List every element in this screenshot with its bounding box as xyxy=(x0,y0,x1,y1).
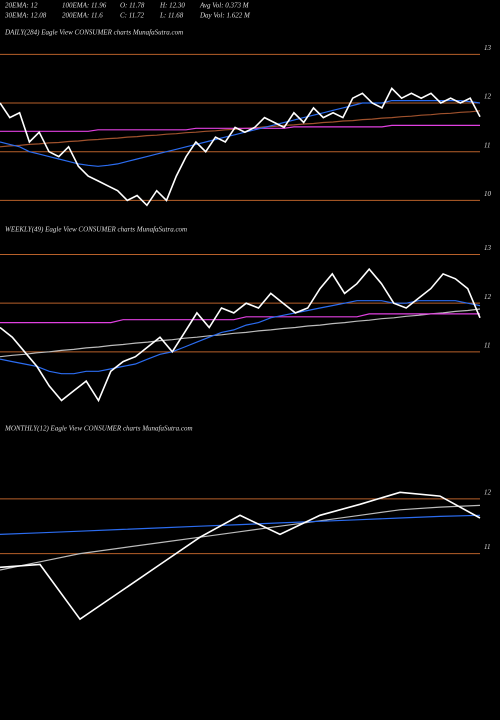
series-line xyxy=(0,504,481,571)
series-line xyxy=(0,300,481,375)
header-stat: O: 11.78 xyxy=(120,2,145,10)
y-tick-label: 12 xyxy=(484,488,492,496)
header-stat: 200EMA: 11.6 xyxy=(62,12,103,20)
series-line xyxy=(0,491,481,621)
series-line xyxy=(0,313,480,324)
panel-title: DAILY(284) Eagle View CONSUMER charts Mu… xyxy=(4,29,183,37)
y-tick-label: 11 xyxy=(484,141,490,149)
series-line xyxy=(0,99,481,167)
panel-title: MONTHLY(12) Eagle View CONSUMER charts M… xyxy=(4,425,193,433)
y-tick-label: 11 xyxy=(484,341,490,349)
header-stat: 30EMA: 12.08 xyxy=(4,12,47,20)
y-tick-label: 10 xyxy=(484,190,492,198)
y-tick-label: 12 xyxy=(484,293,492,301)
y-tick-label: 13 xyxy=(484,244,492,252)
header-stat: Avg Vol: 0.373 M xyxy=(199,2,250,10)
series-line xyxy=(0,514,481,535)
series-line xyxy=(0,87,481,207)
y-tick-label: 13 xyxy=(484,44,492,52)
header-stat: Day Vol: 1.622 M xyxy=(199,12,251,20)
header-stat: L: 11.68 xyxy=(159,12,184,20)
header-stat: 100EMA: 11.96 xyxy=(62,2,107,10)
y-tick-label: 11 xyxy=(484,543,490,551)
series-line xyxy=(0,308,481,358)
header-stat: H: 12.30 xyxy=(159,2,185,10)
panel-title: WEEKLY(49) Eagle View CONSUMER charts Mu… xyxy=(5,226,187,234)
header-stat: 20EMA: 12 xyxy=(5,2,38,10)
header-stat: C: 11.72 xyxy=(120,12,144,20)
series-line xyxy=(0,124,480,132)
y-tick-label: 12 xyxy=(484,93,492,101)
series-line xyxy=(0,267,481,403)
